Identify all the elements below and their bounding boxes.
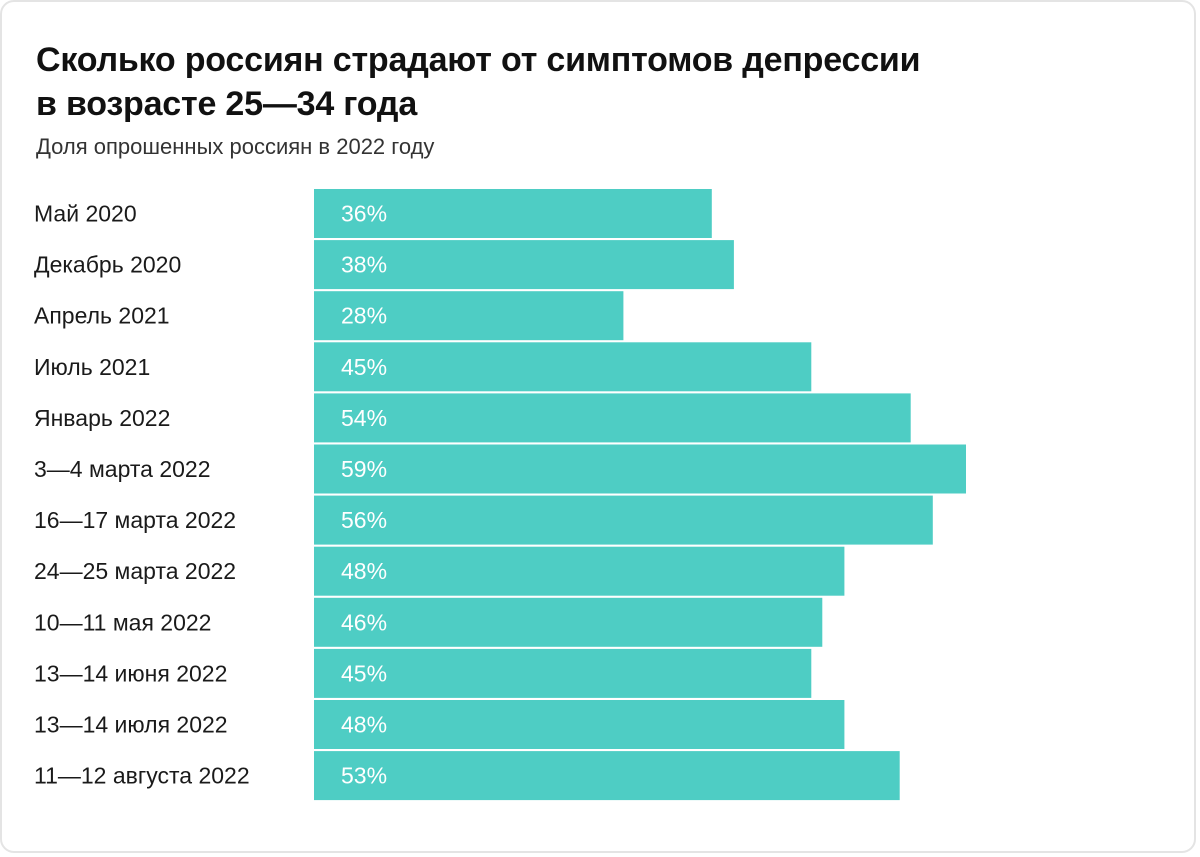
bar xyxy=(314,444,966,494)
bar xyxy=(314,291,624,341)
bar xyxy=(314,342,812,392)
value-label: 28% xyxy=(341,303,387,329)
title-line-1: Сколько россиян страдают от симптомов де… xyxy=(36,41,921,79)
value-label: 36% xyxy=(341,201,387,227)
value-label: 45% xyxy=(341,660,387,686)
category-label: 13—14 июня 2022 xyxy=(34,660,227,686)
title-line-2: в возрасте 25—34 года xyxy=(36,85,418,123)
value-label: 38% xyxy=(341,252,387,278)
category-label: Декабрь 2020 xyxy=(34,252,181,278)
value-label: 46% xyxy=(341,609,387,635)
bar xyxy=(314,546,845,596)
value-label: 48% xyxy=(341,712,387,738)
bar xyxy=(314,189,712,238)
bar xyxy=(314,700,845,749)
chart-title: Сколько россиян страдают от симптомов де… xyxy=(36,38,1136,126)
bar xyxy=(314,393,911,443)
category-label: 13—14 июля 2022 xyxy=(34,712,228,738)
bar xyxy=(314,597,823,647)
category-label: Апрель 2021 xyxy=(34,303,170,329)
category-label: 3—4 марта 2022 xyxy=(34,456,211,482)
category-label: Январь 2022 xyxy=(34,405,170,431)
chart-subtitle: Доля опрошенных россиян в 2022 году xyxy=(36,134,435,159)
category-label: Май 2020 xyxy=(34,201,137,227)
bar xyxy=(314,495,933,545)
value-label: 53% xyxy=(341,763,387,789)
category-label: Июль 2021 xyxy=(34,354,150,380)
category-label: 16—17 марта 2022 xyxy=(34,507,236,533)
value-label: 45% xyxy=(341,354,387,380)
category-label: 11—12 августа 2022 xyxy=(34,763,250,789)
category-label: 24—25 марта 2022 xyxy=(34,558,236,584)
value-label: 59% xyxy=(341,456,387,482)
value-label: 54% xyxy=(341,405,387,431)
value-label: 56% xyxy=(341,507,387,533)
bar xyxy=(314,648,812,698)
value-label: 48% xyxy=(341,558,387,584)
bar xyxy=(314,240,734,290)
category-label: 10—11 мая 2022 xyxy=(34,609,211,635)
bar xyxy=(314,751,900,801)
